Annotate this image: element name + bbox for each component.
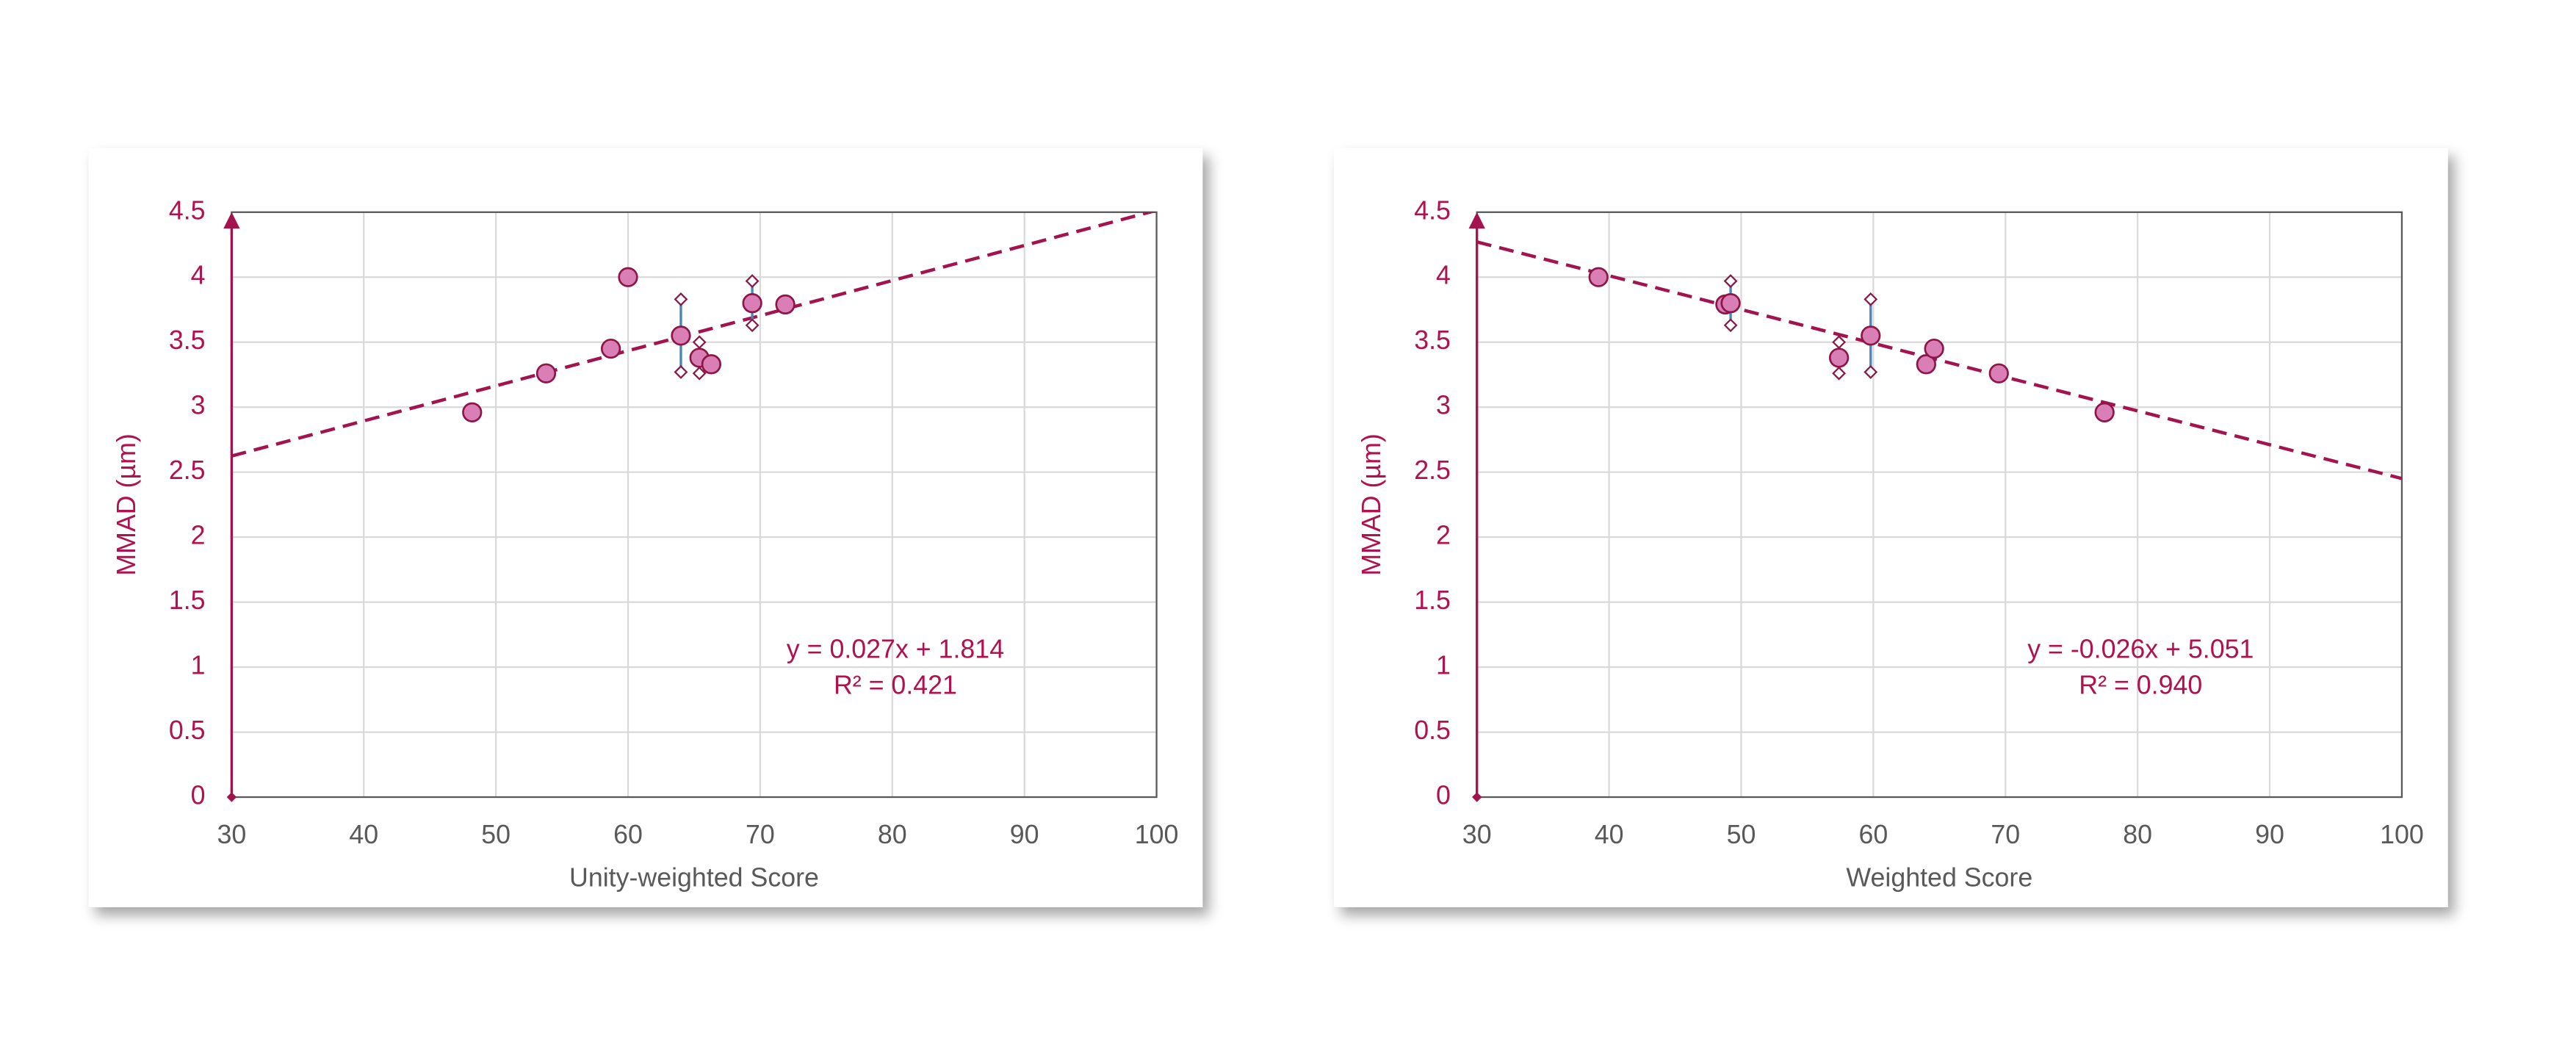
y-tick-label: 2.5 <box>169 455 206 485</box>
error-cap <box>692 366 707 381</box>
y-tick-label: 3.5 <box>1414 325 1451 355</box>
chart-panel: 0 0.5 1 1.5 2 2.5 3 3.5 4 4.5 30 40 50 60 70 80 90 100 MMA… <box>1334 148 2448 907</box>
y-tick-label: 1.5 <box>1414 586 1451 615</box>
panel-background <box>88 148 1203 907</box>
error-cap <box>674 365 688 379</box>
y-tick-label: 4 <box>1436 261 1451 290</box>
axis-arrow <box>1468 212 1485 229</box>
x-tick-label: 80 <box>878 820 907 849</box>
y-tick-label: 0 <box>1436 780 1451 810</box>
x-tick-label: 90 <box>2255 820 2284 849</box>
error-cap <box>1864 365 1878 379</box>
error-cap <box>1864 292 1878 306</box>
x-tick-label: 50 <box>481 820 510 849</box>
y-tick-label: 2 <box>1436 521 1451 550</box>
y-tick-label: 0.5 <box>169 716 206 745</box>
y-axis-title: MMAD (µm) <box>1357 433 1386 575</box>
y-tick-label: 2 <box>191 521 206 550</box>
error-cap <box>1723 274 1738 288</box>
data-point <box>1916 354 1936 375</box>
data-point <box>1924 338 1944 359</box>
x-tick-label: 100 <box>1135 820 1179 849</box>
y-tick-label: 4.5 <box>169 195 206 225</box>
chart-panel: 0 0.5 1 1.5 2 2.5 3 3.5 4 4.5 30 40 50 60 70 80 90 100 MMA… <box>88 148 1203 907</box>
x-tick-label: 80 <box>2123 820 2152 849</box>
y-tick-label: 1 <box>1436 651 1451 680</box>
data-point <box>462 402 483 422</box>
trendline-equation: y = 0.027x + 1.814 <box>787 634 1004 663</box>
error-cap <box>674 292 688 306</box>
error-cap <box>692 335 707 350</box>
data-point <box>1988 363 2009 383</box>
error-cap <box>745 274 760 288</box>
data-point <box>701 354 721 375</box>
x-tick-label: 90 <box>1010 820 1039 849</box>
y-tick-label: 3 <box>1436 391 1451 420</box>
data-point <box>2094 402 2115 422</box>
y-tick-label: 3 <box>191 391 206 420</box>
y-tick-label: 2.5 <box>1414 455 1451 485</box>
axis-diamond <box>1472 792 1482 802</box>
y-tick-label: 0 <box>191 780 206 810</box>
x-tick-label: 30 <box>1462 820 1492 849</box>
data-point <box>775 294 795 315</box>
trendline-r-squared: R² = 0.421 <box>834 671 957 700</box>
x-tick-label: 70 <box>1991 820 2020 849</box>
axis-arrow <box>223 212 240 229</box>
x-tick-label: 30 <box>217 820 246 849</box>
data-point <box>742 293 762 314</box>
data-point <box>1828 347 1850 368</box>
x-tick-label: 60 <box>1858 820 1888 849</box>
data-point <box>600 338 621 359</box>
data-point <box>1861 325 1881 346</box>
x-tick-label: 40 <box>1595 820 1624 849</box>
y-tick-label: 4.5 <box>1414 195 1451 225</box>
error-cap <box>1832 335 1847 350</box>
x-tick-label: 70 <box>746 820 775 849</box>
trendline-r-squared: R² = 0.940 <box>2079 671 2202 700</box>
y-axis-title: MMAD (µm) <box>112 433 141 575</box>
data-point <box>535 363 557 383</box>
x-tick-label: 40 <box>349 820 378 849</box>
data-point <box>618 267 638 287</box>
x-tick-label: 100 <box>2380 820 2424 849</box>
panel-background <box>1334 148 2448 907</box>
x-tick-label: 50 <box>1727 820 1756 849</box>
data-point <box>671 325 691 346</box>
data-point <box>1720 293 1741 314</box>
y-tick-label: 1 <box>191 651 206 680</box>
trendline <box>1476 240 2402 480</box>
data-point <box>1588 267 1609 287</box>
error-cap <box>1723 318 1738 333</box>
y-tick-label: 3.5 <box>169 325 206 355</box>
x-axis-title: Unity-weighted Score <box>569 862 819 892</box>
y-tick-label: 4 <box>191 261 206 290</box>
x-axis-title: Weighted Score <box>1846 862 2032 892</box>
y-tick-label: 1.5 <box>169 586 206 615</box>
error-cap <box>1832 366 1847 381</box>
axis-diamond <box>226 792 237 802</box>
x-tick-label: 60 <box>613 820 643 849</box>
y-tick-label: 0.5 <box>1414 716 1451 745</box>
error-cap <box>745 318 760 333</box>
trendline-equation: y = -0.026x + 5.051 <box>2027 634 2254 663</box>
